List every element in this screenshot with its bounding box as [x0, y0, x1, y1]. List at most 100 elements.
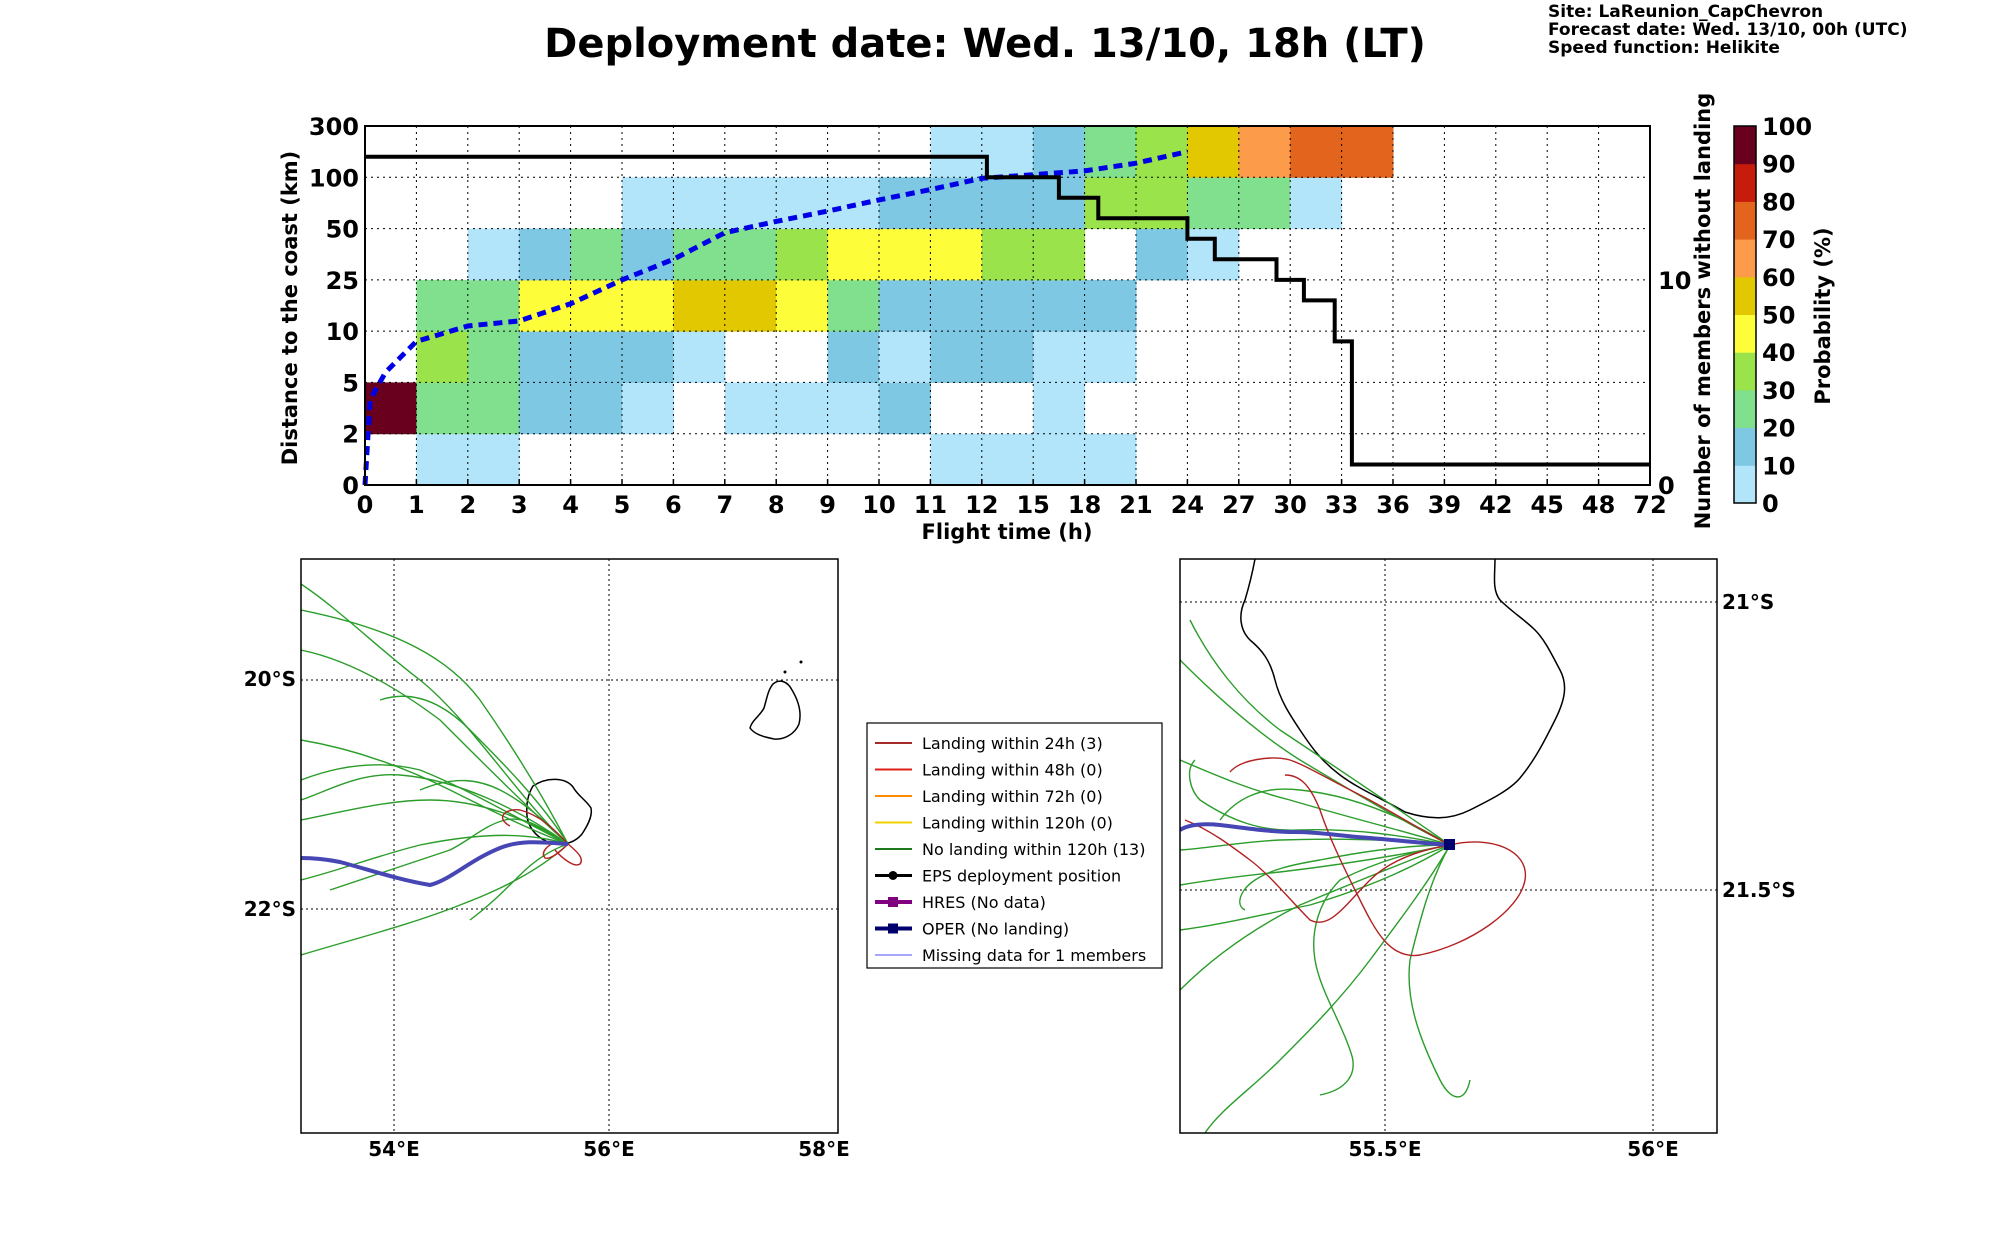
x-tick-label: 33 — [1325, 491, 1358, 519]
heatmap-cell — [622, 382, 674, 435]
x-tick-label: 18 — [1068, 491, 1101, 519]
heatmap-cell — [827, 279, 880, 332]
y2-tick-labels: 0 10 — [1658, 267, 1691, 500]
heatmap-cell — [519, 228, 572, 281]
heatmap-cell — [467, 433, 520, 486]
heatmap-cell — [519, 331, 572, 383]
colorbar-swatch — [1734, 352, 1756, 391]
x-tick-label: 15 — [1016, 491, 1049, 519]
heatmap-cell — [1084, 177, 1137, 230]
heatmap-cell — [1033, 382, 1086, 435]
heatmap-cells — [365, 126, 1394, 486]
heatmap-cell — [981, 228, 1034, 281]
x-tick-label: 45 — [1530, 491, 1563, 519]
trajectory — [1229, 757, 1451, 846]
heatmap-cell — [1084, 279, 1137, 332]
colorbar-cells — [1734, 126, 1756, 504]
trajectory — [1284, 774, 1526, 957]
heatmap-cell — [1084, 126, 1137, 178]
colorbar-tick-label: 20 — [1762, 415, 1795, 443]
legend-label: Missing data for 1 members — [922, 946, 1146, 965]
trajectory — [301, 834, 569, 881]
heatmap-cell — [724, 228, 777, 281]
trajectory — [1180, 844, 1451, 931]
no-landing-trajectories — [301, 583, 569, 956]
x-tick-labels: 0 1 2 3 4 5 6 7 8 9 10 11 12 15 18 21 24 27 30 33 36 39 42 45 48… — [357, 479, 1667, 519]
heatmap-cell — [1341, 126, 1394, 178]
heatmap-cell — [416, 433, 469, 486]
heatmap-cell — [827, 382, 880, 435]
legend-label: Landing within 120h (0) — [922, 814, 1113, 833]
x-tick-label: 7 — [716, 491, 733, 519]
y2-tick-label: 0 — [1658, 472, 1675, 500]
colorbar-tick-label: 0 — [1762, 490, 1779, 518]
colorbar-swatch — [1734, 276, 1756, 315]
islet-marker — [783, 670, 787, 674]
x-tick-label: 30 — [1273, 491, 1306, 519]
colorbar-swatch — [1734, 126, 1756, 165]
heatmap-cell — [673, 279, 726, 332]
heatmap-cell — [416, 382, 469, 435]
left-map-frame — [300, 558, 839, 1134]
heatmap-panel: 0 1 2 3 4 5 6 7 8 9 10 11 12 15 18 21 24 27 30 33 36 39 42 45 48… — [278, 93, 1715, 544]
trajectory — [301, 843, 569, 956]
heatmap-cell — [622, 228, 674, 281]
mauritius-island-outline — [749, 680, 801, 740]
heatmap-cell — [622, 177, 674, 230]
legend-label: HRES (No data) — [922, 893, 1046, 912]
legend: Landing within 24h (3) Landing within 48h… — [866, 722, 1163, 969]
heatmap-cell — [1290, 177, 1343, 230]
heatmap-cell — [1033, 433, 1086, 486]
trajectory — [1408, 844, 1471, 1098]
legend-label: EPS deployment position — [922, 867, 1121, 886]
y-tick-label: 300 — [309, 113, 359, 141]
heatmap-cell — [930, 433, 983, 486]
heatmap-cell — [673, 331, 726, 383]
map-left-xtick: 54°E — [368, 1137, 420, 1161]
colorbar-tick-label: 40 — [1762, 339, 1795, 367]
x-tick-label: 48 — [1582, 491, 1615, 519]
trajectory — [301, 649, 569, 845]
y-tick-label: 5 — [342, 369, 359, 397]
heatmap-cell — [724, 177, 777, 230]
trajectory — [301, 739, 569, 845]
colorbar-frame — [1733, 125, 1757, 504]
trajectory — [379, 695, 569, 845]
trajectory — [501, 809, 569, 845]
heatmap-cell — [981, 126, 1034, 178]
forecast-date-label: Forecast date: Wed. 13/10, 00h (UTC) — [1548, 20, 1907, 40]
trajectory — [1239, 844, 1451, 911]
legend-marker — [888, 897, 898, 907]
x-tick-label: 24 — [1171, 491, 1204, 519]
heatmap-cell — [1238, 126, 1291, 178]
legend-label: Landing within 72h (0) — [922, 787, 1103, 806]
legend-items: Landing within 24h (3) Landing within 48h… — [875, 734, 1146, 965]
colorbar-label: Probability (%) — [1811, 227, 1835, 404]
colorbar-swatch — [1734, 163, 1756, 202]
x-tick-label: 2 — [459, 491, 476, 519]
legend-label: Landing within 48h (0) — [922, 761, 1103, 780]
x-tick-label: 27 — [1222, 491, 1255, 519]
x-tick-label: 42 — [1479, 491, 1512, 519]
x-tick-label: 5 — [614, 491, 631, 519]
x-tick-label: 8 — [768, 491, 785, 519]
legend-label: No landing within 120h (13) — [922, 840, 1145, 859]
map-right-xtick: 56°E — [1627, 1137, 1679, 1161]
x-tick-label: 0 — [357, 491, 374, 519]
colorbar-tick-label: 30 — [1762, 377, 1795, 405]
colorbar-tick-label: 70 — [1762, 226, 1795, 254]
map-right-xtick: 55.5°E — [1348, 1137, 1421, 1161]
x-tick-label: 9 — [819, 491, 836, 519]
heatmap-cell — [981, 177, 1034, 230]
legend-marker — [888, 871, 898, 880]
y-axis-label: Distance to the coast (km) — [278, 151, 302, 466]
heatmap-cell — [673, 177, 726, 230]
heatmap-cell — [981, 279, 1034, 332]
heatmap-cell — [570, 382, 623, 435]
heatmap-cell — [416, 279, 469, 332]
x-tick-label: 12 — [965, 491, 998, 519]
heatmap-cell — [879, 331, 931, 383]
